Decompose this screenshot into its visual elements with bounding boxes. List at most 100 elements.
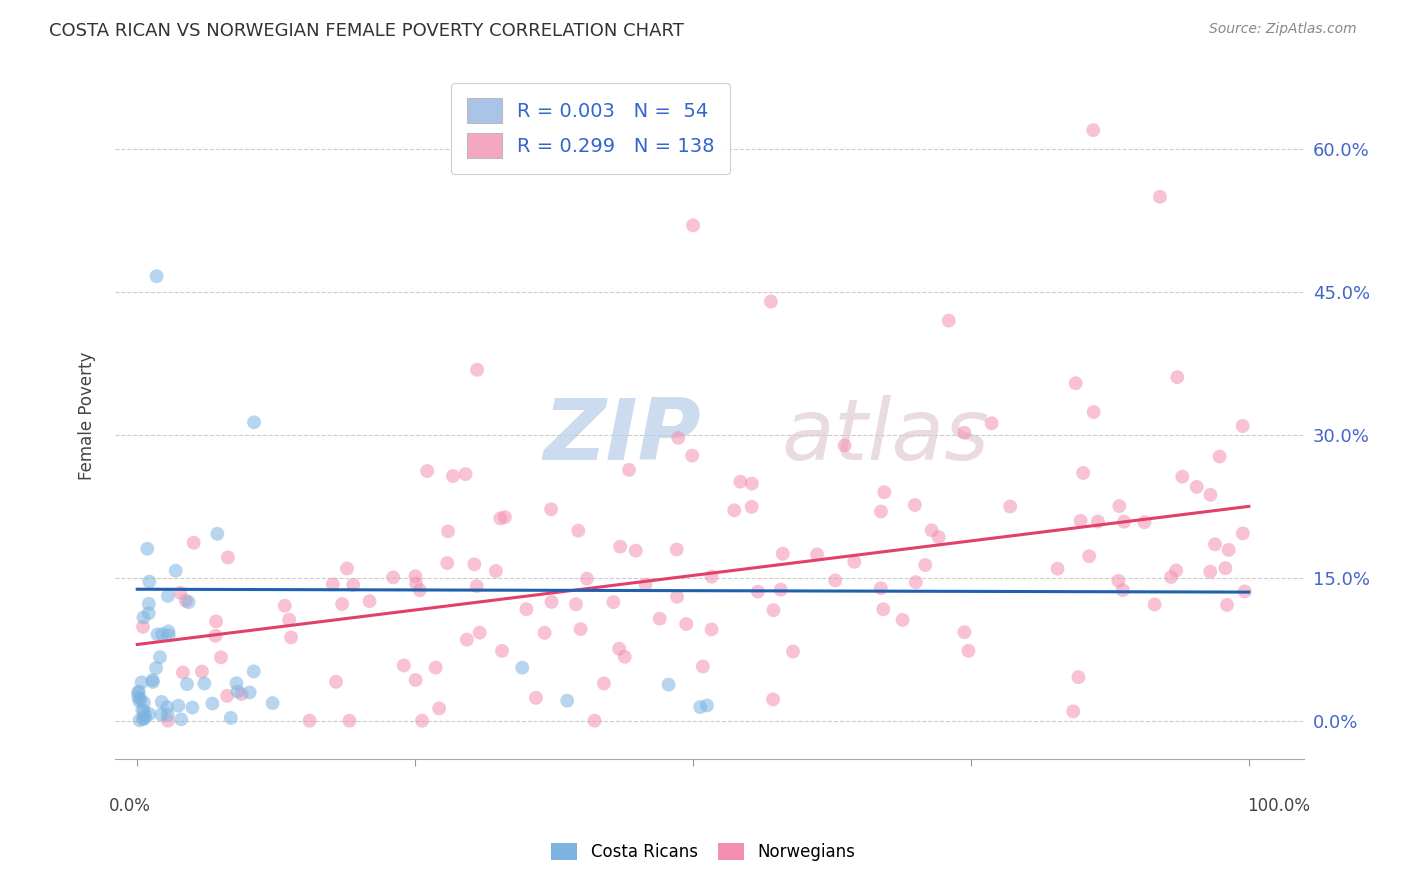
Point [762,692,785,706]
Point [128,714,150,728]
Point [869,581,891,595]
Point [132,705,155,719]
Point [336,561,359,575]
Point [339,714,361,728]
Point [602,595,624,609]
Point [1087,515,1109,529]
Point [131,675,153,690]
Point [131,703,153,717]
Point [138,597,160,611]
Point [128,694,150,708]
Point [565,597,588,611]
Point [1149,190,1171,204]
Point [262,696,284,710]
Point [325,674,347,689]
Point [1166,564,1188,578]
Point [1062,705,1084,719]
Point [204,629,226,643]
Point [145,269,167,284]
Point [169,586,191,600]
Point [666,431,689,445]
Point [700,569,723,583]
Point [456,632,478,647]
Point [1067,670,1090,684]
Point [696,698,718,713]
Point [128,684,150,698]
Text: atlas: atlas [782,395,988,478]
Point [425,660,447,674]
Point [465,363,488,377]
Point [1215,561,1237,575]
Point [675,617,697,632]
Point [870,504,893,518]
Y-axis label: Female Poverty: Female Poverty [79,351,96,480]
Point [762,603,785,617]
Point [342,578,364,592]
Point [149,650,172,665]
Point [730,475,752,489]
Point [1108,499,1130,513]
Point [177,595,200,609]
Point [747,584,769,599]
Point [181,700,204,714]
Point [928,530,950,544]
Point [330,597,353,611]
Point [242,665,264,679]
Point [209,650,232,665]
Point [741,500,763,514]
Point [759,294,782,309]
Point [167,698,190,713]
Point [132,696,155,710]
Point [872,602,894,616]
Point [1204,537,1226,551]
Point [129,692,152,706]
Point [648,612,671,626]
Point [225,676,247,690]
Point [921,523,943,537]
Point [239,685,262,699]
Point [1000,500,1022,514]
Point [468,625,491,640]
Point [1185,480,1208,494]
Point [634,577,657,591]
Point [491,644,513,658]
Point [298,714,321,728]
Point [150,627,173,641]
Point [782,644,804,658]
Point [1133,515,1156,529]
Point [191,665,214,679]
Point [700,623,723,637]
Point [274,599,297,613]
Point [609,540,631,554]
Point [1171,469,1194,483]
Point [174,593,197,607]
Point [1071,466,1094,480]
Point [613,649,636,664]
Point [359,594,381,608]
Point [957,644,980,658]
Point [569,622,592,636]
Point [165,564,187,578]
Point [405,576,427,591]
Point [243,415,266,429]
Point [436,556,458,570]
Point [938,313,960,327]
Point [1233,584,1256,599]
Point [873,485,896,500]
Point [624,543,647,558]
Point [183,535,205,549]
Point [150,707,173,722]
Point [494,510,516,524]
Point [1064,376,1087,391]
Point [411,714,433,728]
Point [1216,598,1239,612]
Point [217,689,239,703]
Point [617,463,640,477]
Point [132,610,155,624]
Point [150,695,173,709]
Point [953,625,976,640]
Point [904,498,927,512]
Point [555,693,578,707]
Point [914,558,936,572]
Point [524,690,547,705]
